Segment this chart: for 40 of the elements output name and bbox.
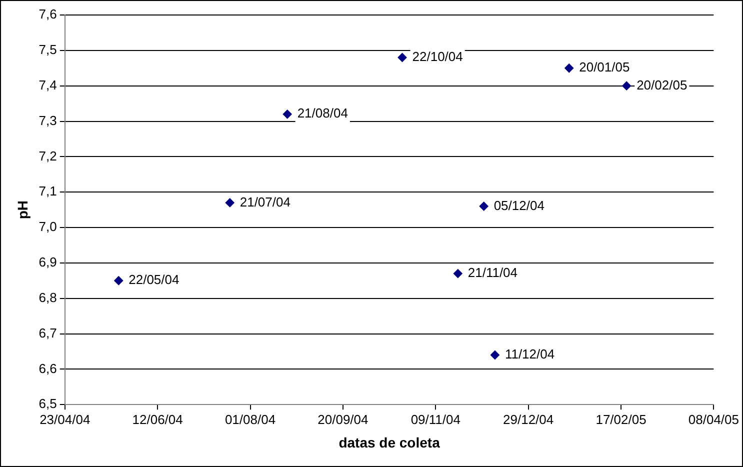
y-axis-title: pH <box>14 200 30 220</box>
point <box>282 110 292 119</box>
annotation: 21/11/04 <box>468 265 518 280</box>
x-tick-label: 01/08/04 <box>224 412 276 427</box>
point <box>453 269 462 278</box>
point <box>114 276 124 286</box>
y-tick-label: 6,6 <box>38 360 57 376</box>
x-tick-label: 29/12/04 <box>503 412 554 427</box>
x-tick-label: 08/04/05 <box>688 412 740 427</box>
point <box>564 64 574 73</box>
point <box>225 198 234 208</box>
annotation: 22/05/04 <box>128 272 180 288</box>
y-tick-label: 6,5 <box>38 396 57 412</box>
point <box>398 53 407 62</box>
y-tick-label: 7,3 <box>38 112 57 128</box>
x-tick-label: 23/04/04 <box>40 412 90 427</box>
y-tick-label: 6,8 <box>38 290 57 305</box>
annotation: 05/12/04 <box>494 198 544 213</box>
x-tick-label: 20/09/04 <box>318 412 368 427</box>
y-tick-label: 6,7 <box>38 325 57 340</box>
y-tick-label: 7,2 <box>38 148 57 164</box>
annotation: 22/10/04 <box>412 49 463 64</box>
x-tick-label: 09/11/04 <box>410 412 460 427</box>
point <box>622 81 632 90</box>
y-tick-label: 6,9 <box>38 254 57 270</box>
point <box>490 350 500 360</box>
y-tick-label: 7,6 <box>38 6 57 22</box>
x-tick-label: 17/02/05 <box>596 412 646 427</box>
x-axis-title: datas de coleta <box>338 434 440 450</box>
y-tick-label: 7,0 <box>38 219 57 234</box>
annotation: 20/01/05 <box>579 60 630 75</box>
annotation: 20/02/05 <box>636 77 688 92</box>
x-tick-label: 12/06/04 <box>132 412 183 427</box>
point <box>479 202 488 211</box>
annotation: 21/08/04 <box>297 106 348 121</box>
y-tick-label: 7,4 <box>38 77 57 92</box>
annotation: 21/07/04 <box>240 194 290 210</box>
annotation: 11/12/04 <box>504 346 555 362</box>
y-tick-label: 7,1 <box>38 184 57 199</box>
y-tick-label: 7,5 <box>38 42 57 57</box>
